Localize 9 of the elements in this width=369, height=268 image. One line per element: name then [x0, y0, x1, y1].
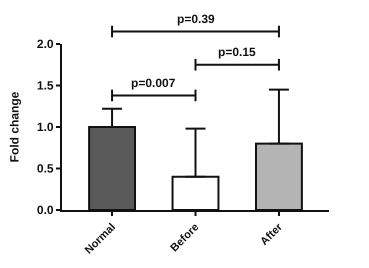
annotation: p=0.007 [131, 76, 176, 90]
annotation: p=0.15 [218, 45, 256, 59]
y-tick-label: 2.0 [36, 37, 54, 52]
y-tick-label: 0.5 [36, 162, 54, 176]
y-tick-label: 0.0 [36, 203, 54, 218]
y-tick-label: 1.0 [36, 120, 54, 134]
text: p=0.39 [177, 12, 216, 26]
y-axis-title: Fold change [8, 91, 22, 162]
y-tick-label: 1.5 [36, 78, 54, 93]
